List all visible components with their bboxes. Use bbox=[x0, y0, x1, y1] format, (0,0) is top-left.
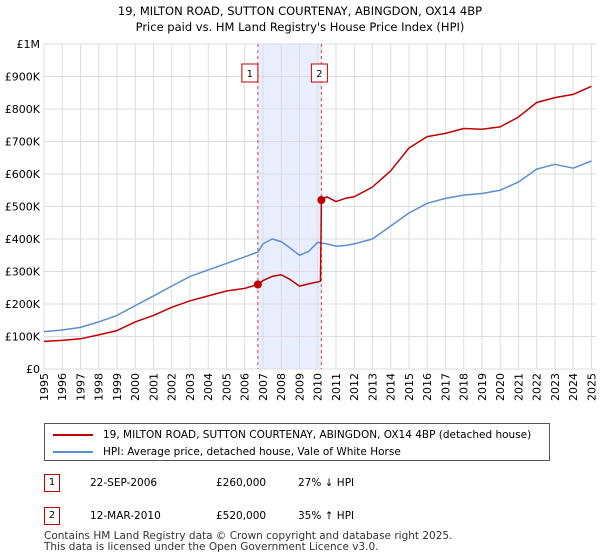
annotation-price: £260,000 bbox=[216, 477, 267, 489]
legend-swatch-hpi bbox=[53, 451, 93, 453]
chart-subtitle: Price paid vs. HM Land Registry's House … bbox=[136, 20, 465, 34]
sale-points bbox=[253, 196, 326, 289]
annotation-hpi: 27% ↓ HPI bbox=[298, 477, 355, 489]
x-tick-label: 2024 bbox=[567, 373, 580, 401]
footer-line-2: This data is licensed under the Open Gov… bbox=[44, 541, 379, 553]
sale-badge-box bbox=[241, 63, 259, 83]
x-tick-label: 2021 bbox=[512, 373, 525, 401]
annotation-price: £520,000 bbox=[216, 510, 267, 522]
x-tick-label: 2018 bbox=[458, 373, 471, 401]
x-tick-label: 2007 bbox=[257, 373, 270, 401]
y-tick-label: £800K bbox=[5, 103, 41, 116]
x-tick-label: 2016 bbox=[421, 373, 434, 401]
x-tick-label: 2011 bbox=[330, 373, 343, 401]
annotation-hpi: 35% ↑ HPI bbox=[298, 510, 355, 522]
y-tick-label: £500K bbox=[5, 201, 41, 214]
legend-swatch-property bbox=[53, 434, 93, 436]
y-tick-label: £1M bbox=[17, 38, 41, 51]
x-tick-label: 2012 bbox=[348, 373, 361, 401]
x-tick-label: 2001 bbox=[147, 373, 160, 401]
series-line bbox=[43, 85, 592, 343]
x-tick-label: 1998 bbox=[93, 373, 106, 401]
series-line bbox=[43, 160, 592, 333]
x-tick-label: 1999 bbox=[111, 373, 124, 401]
x-tick-label: 2009 bbox=[293, 373, 306, 401]
x-axis-labels: 1995 1996 1997 1998 1999 2000 2001 2002 2003 2004… bbox=[38, 373, 598, 401]
annotation-date: 12-MAR-2010 bbox=[90, 510, 161, 522]
y-tick-label: £300K bbox=[5, 266, 41, 279]
x-tick-label: 2023 bbox=[549, 373, 562, 401]
x-tick-label: 2015 bbox=[403, 373, 416, 401]
y-tick-label: £700K bbox=[5, 136, 41, 149]
y-tick-label: £400K bbox=[5, 233, 41, 246]
y-tick-label: £900K bbox=[5, 71, 41, 84]
x-tick-label: 2010 bbox=[312, 373, 325, 401]
x-tick-label: 2013 bbox=[366, 373, 379, 401]
legend: 19, MILTON ROAD, SUTTON COURTENAY, ABING… bbox=[44, 423, 550, 461]
annotation-badge: 2 bbox=[44, 507, 60, 525]
x-tick-label: 2004 bbox=[202, 373, 215, 401]
y-tick-label: £600K bbox=[5, 168, 41, 181]
y-tick-label: £200K bbox=[5, 298, 41, 311]
series-lines bbox=[43, 85, 592, 343]
chart-title: 19, MILTON ROAD, SUTTON COURTENAY, ABING… bbox=[118, 4, 482, 18]
x-tick-label: 1995 bbox=[38, 373, 51, 401]
x-tick-label: 2025 bbox=[585, 373, 598, 401]
sale-badge-box bbox=[310, 63, 328, 83]
y-axis-labels: £0 £100K £200K £300K £400K £500K £600K £700K £80… bbox=[5, 38, 41, 376]
annotation-date: 22-SEP-2006 bbox=[90, 477, 158, 489]
x-tick-label: 1997 bbox=[74, 373, 87, 401]
footer: Contains HM Land Registry data © Crown c… bbox=[44, 531, 452, 553]
legend-label-property: 19, MILTON ROAD, SUTTON COURTENAY, ABING… bbox=[103, 429, 532, 441]
sale-point bbox=[253, 280, 262, 289]
y-tick-label: £100K bbox=[5, 331, 41, 344]
footer-line-1: Contains HM Land Registry data © Crown c… bbox=[44, 530, 453, 542]
x-tick-label: 2006 bbox=[239, 373, 252, 401]
sale-badge: 2 bbox=[310, 63, 328, 83]
x-tick-label: 2022 bbox=[531, 373, 544, 401]
price-chart: 19, MILTON ROAD, SUTTON COURTENAY, ABING… bbox=[5, 4, 599, 401]
x-tick-label: 2003 bbox=[184, 373, 197, 401]
x-tick-label: 1996 bbox=[56, 373, 69, 401]
x-tick-label: 2005 bbox=[220, 373, 233, 401]
sale-badge-label: 1 bbox=[247, 69, 253, 80]
x-tick-label: 2000 bbox=[129, 373, 142, 401]
x-tick-label: 2020 bbox=[494, 373, 507, 401]
y-tick-label: £0 bbox=[26, 363, 40, 376]
x-tick-label: 2014 bbox=[385, 373, 398, 401]
x-tick-label: 2019 bbox=[476, 373, 489, 401]
sale-badge-label: 2 bbox=[316, 69, 322, 80]
x-tick-label: 2002 bbox=[166, 373, 179, 401]
sale-point bbox=[317, 196, 326, 204]
x-tick-label: 2017 bbox=[439, 373, 452, 401]
legend-label-hpi: HPI: Average price, detached house, Vale… bbox=[103, 446, 401, 458]
annotation-badge: 1 bbox=[44, 474, 60, 492]
x-tick-label: 2008 bbox=[275, 373, 288, 401]
sale-badge: 1 bbox=[241, 63, 259, 83]
